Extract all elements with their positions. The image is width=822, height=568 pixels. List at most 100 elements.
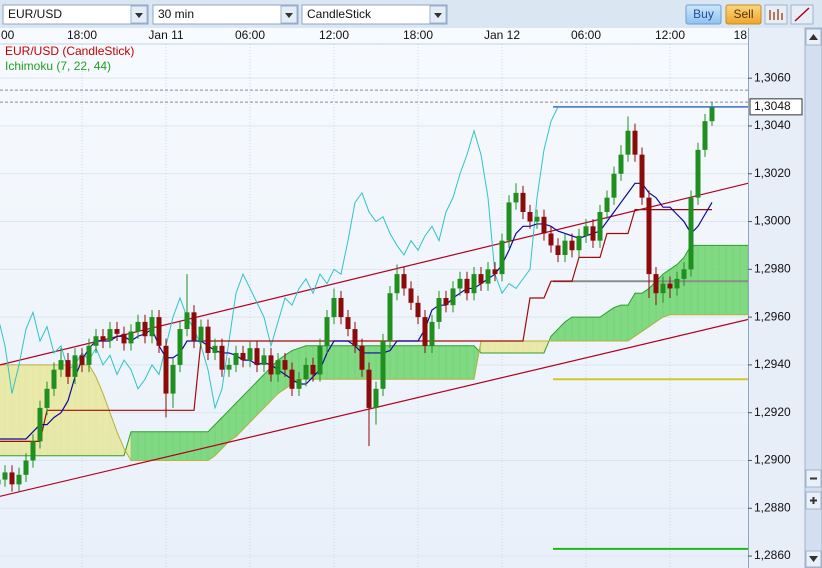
x-tick-label: Jan 12 xyxy=(484,28,520,42)
cloud-segment xyxy=(585,316,594,342)
chart-style-dropdown[interactable]: CandleStick xyxy=(301,4,448,25)
candle-body xyxy=(569,240,575,251)
cloud-segment xyxy=(130,431,139,461)
zoom-in-button[interactable] xyxy=(805,491,822,510)
candle-body xyxy=(100,336,106,342)
sell-label: Sell xyxy=(733,7,753,21)
candle-body xyxy=(660,283,666,294)
candle-body xyxy=(317,345,323,375)
cloud-segment xyxy=(746,245,748,316)
candle-body xyxy=(443,298,449,306)
indicator-button[interactable] xyxy=(764,4,788,25)
cloud-segment xyxy=(480,340,489,354)
cloud-segment xyxy=(144,431,153,461)
candle-body xyxy=(618,154,624,174)
cloud-segment xyxy=(669,263,678,316)
cloud-segment xyxy=(0,364,6,456)
cloud-segment xyxy=(137,431,146,461)
candle-body xyxy=(23,460,29,475)
scroll-up-button[interactable] xyxy=(805,28,822,46)
cloud-segment xyxy=(578,316,587,342)
cloud-segment xyxy=(403,345,412,380)
buy-button[interactable]: Buy xyxy=(685,4,722,25)
cloud-segment xyxy=(515,340,524,354)
cloud-segment xyxy=(410,345,419,380)
cloud-segment xyxy=(438,345,447,380)
y-tick-label: 1,2900 xyxy=(754,453,791,467)
sell-button[interactable]: Sell xyxy=(725,4,762,25)
candle-body xyxy=(576,235,582,251)
symbol-dropdown[interactable]: EUR/USD xyxy=(2,4,149,25)
candle-body xyxy=(247,348,253,361)
candle-body xyxy=(156,317,162,346)
candle-body xyxy=(527,211,533,222)
draw-button[interactable] xyxy=(790,4,814,25)
cloud-segment xyxy=(494,340,503,354)
candle-body xyxy=(478,274,484,284)
candle-body xyxy=(163,345,169,394)
y-tick-label: 1,3040 xyxy=(754,118,791,132)
cloud-segment xyxy=(4,364,13,456)
candle-body xyxy=(590,226,596,241)
candle-body xyxy=(310,364,316,375)
candle-body xyxy=(422,317,428,346)
scroll-down-button[interactable] xyxy=(805,550,822,568)
candle-body xyxy=(366,369,372,408)
candle-body xyxy=(562,240,568,255)
candle-body xyxy=(268,355,274,375)
cloud-segment xyxy=(158,431,167,461)
candle-body xyxy=(646,197,652,275)
cloud-segment xyxy=(725,245,734,316)
candle-body xyxy=(583,226,589,236)
cloud-segment xyxy=(732,245,741,316)
candle-body xyxy=(338,298,344,318)
interval-dropdown[interactable]: 30 min xyxy=(152,4,299,25)
candle-body xyxy=(107,329,113,342)
candle-body xyxy=(114,329,120,334)
x-tick-label: 18 xyxy=(734,28,748,42)
candle-body xyxy=(135,321,141,332)
y-tick-label: 1,2920 xyxy=(754,405,791,419)
candle-body xyxy=(401,274,407,289)
candle-body xyxy=(702,121,708,150)
cloud-segment xyxy=(445,345,454,380)
cloud-segment xyxy=(389,345,398,380)
candle-body xyxy=(415,302,421,318)
cloud-segment xyxy=(704,245,713,316)
cloud-segment xyxy=(711,245,720,316)
candle-body xyxy=(2,472,8,480)
candle-body xyxy=(541,216,547,234)
x-tick-label: 18:00 xyxy=(67,28,97,42)
cloud-segment xyxy=(571,316,580,342)
candle-body xyxy=(485,269,491,284)
cloud-segment xyxy=(536,340,545,354)
x-tick-label: 12:00 xyxy=(319,28,349,42)
cloud-segment xyxy=(452,345,461,380)
candle-body xyxy=(450,288,456,306)
cloud-segment xyxy=(179,431,188,461)
candle-body xyxy=(520,192,526,212)
cloud-segment xyxy=(340,345,349,380)
candle-body xyxy=(534,216,540,222)
candle-body xyxy=(471,274,477,294)
cloud-segment xyxy=(606,306,615,342)
candle-body xyxy=(86,345,92,365)
y-tick-label: 1,3020 xyxy=(754,166,791,180)
candle-body xyxy=(499,240,505,275)
cloud-segment xyxy=(333,345,342,380)
cloud-segment xyxy=(508,340,517,354)
candle-body xyxy=(58,360,64,370)
cloud-segment xyxy=(466,345,475,380)
cloud-segment xyxy=(347,345,356,380)
y-tick-label: 1,2980 xyxy=(754,261,791,275)
candle-body xyxy=(72,355,78,377)
cloud-segment xyxy=(396,345,405,380)
cloud-segment xyxy=(613,304,622,342)
candle-body xyxy=(121,333,127,344)
last-price-label: 1,3048 xyxy=(754,99,791,113)
zoom-out-button[interactable] xyxy=(805,469,822,488)
cloud-segment xyxy=(459,345,468,380)
legend-entry: Ichimoku (7, 22, 44) xyxy=(5,59,111,73)
